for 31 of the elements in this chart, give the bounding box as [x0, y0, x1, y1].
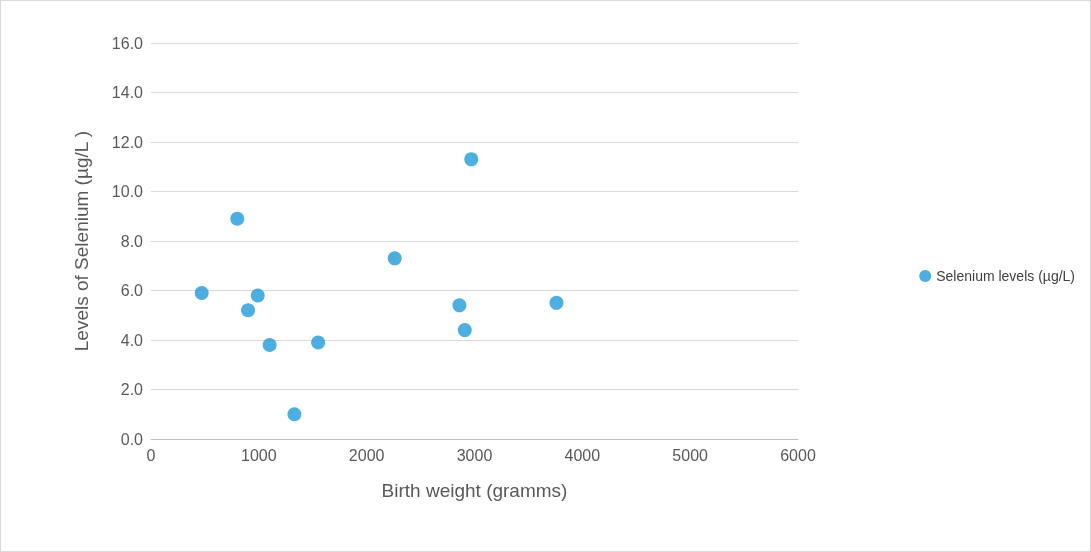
- y-tick-label: 2.0: [120, 381, 144, 398]
- x-tick-label: 2000: [348, 446, 385, 464]
- x-axis-title: Birth weight (gramms): [381, 480, 568, 501]
- y-tick-label: 10.0: [111, 183, 144, 200]
- y-tick-label: 16.0: [111, 34, 144, 52]
- x-tick-label: 1000: [241, 446, 277, 464]
- y-tick-label: 8.0: [120, 232, 144, 250]
- legend-label: Selenium levels (µg/L): [936, 268, 1076, 284]
- y-tick-label: 14.0: [111, 84, 144, 101]
- point: [464, 152, 479, 167]
- point: [311, 335, 326, 350]
- point: [287, 407, 302, 422]
- point: [194, 285, 209, 300]
- x-tick-label: 0: [146, 446, 156, 464]
- y-tick-label: 6.0: [120, 282, 144, 299]
- y-tick-label: 12.0: [111, 133, 144, 151]
- point: [549, 295, 564, 310]
- x-tick-label: 4000: [564, 446, 601, 464]
- y-tick-label: 4.0: [120, 331, 144, 349]
- y-axis-title: Levels of Selenium (µg/L ): [71, 130, 92, 352]
- point: [250, 288, 265, 303]
- y-tick-label: 0.0: [120, 430, 144, 448]
- point: [241, 303, 256, 318]
- point: [387, 251, 402, 266]
- point: [452, 298, 467, 313]
- point: [457, 323, 472, 338]
- point: [230, 211, 245, 226]
- x-tick-label: 3000: [456, 446, 493, 464]
- point: [262, 337, 277, 352]
- x-tick-label: 6000: [780, 446, 816, 464]
- x-tick-label: 5000: [672, 446, 709, 464]
